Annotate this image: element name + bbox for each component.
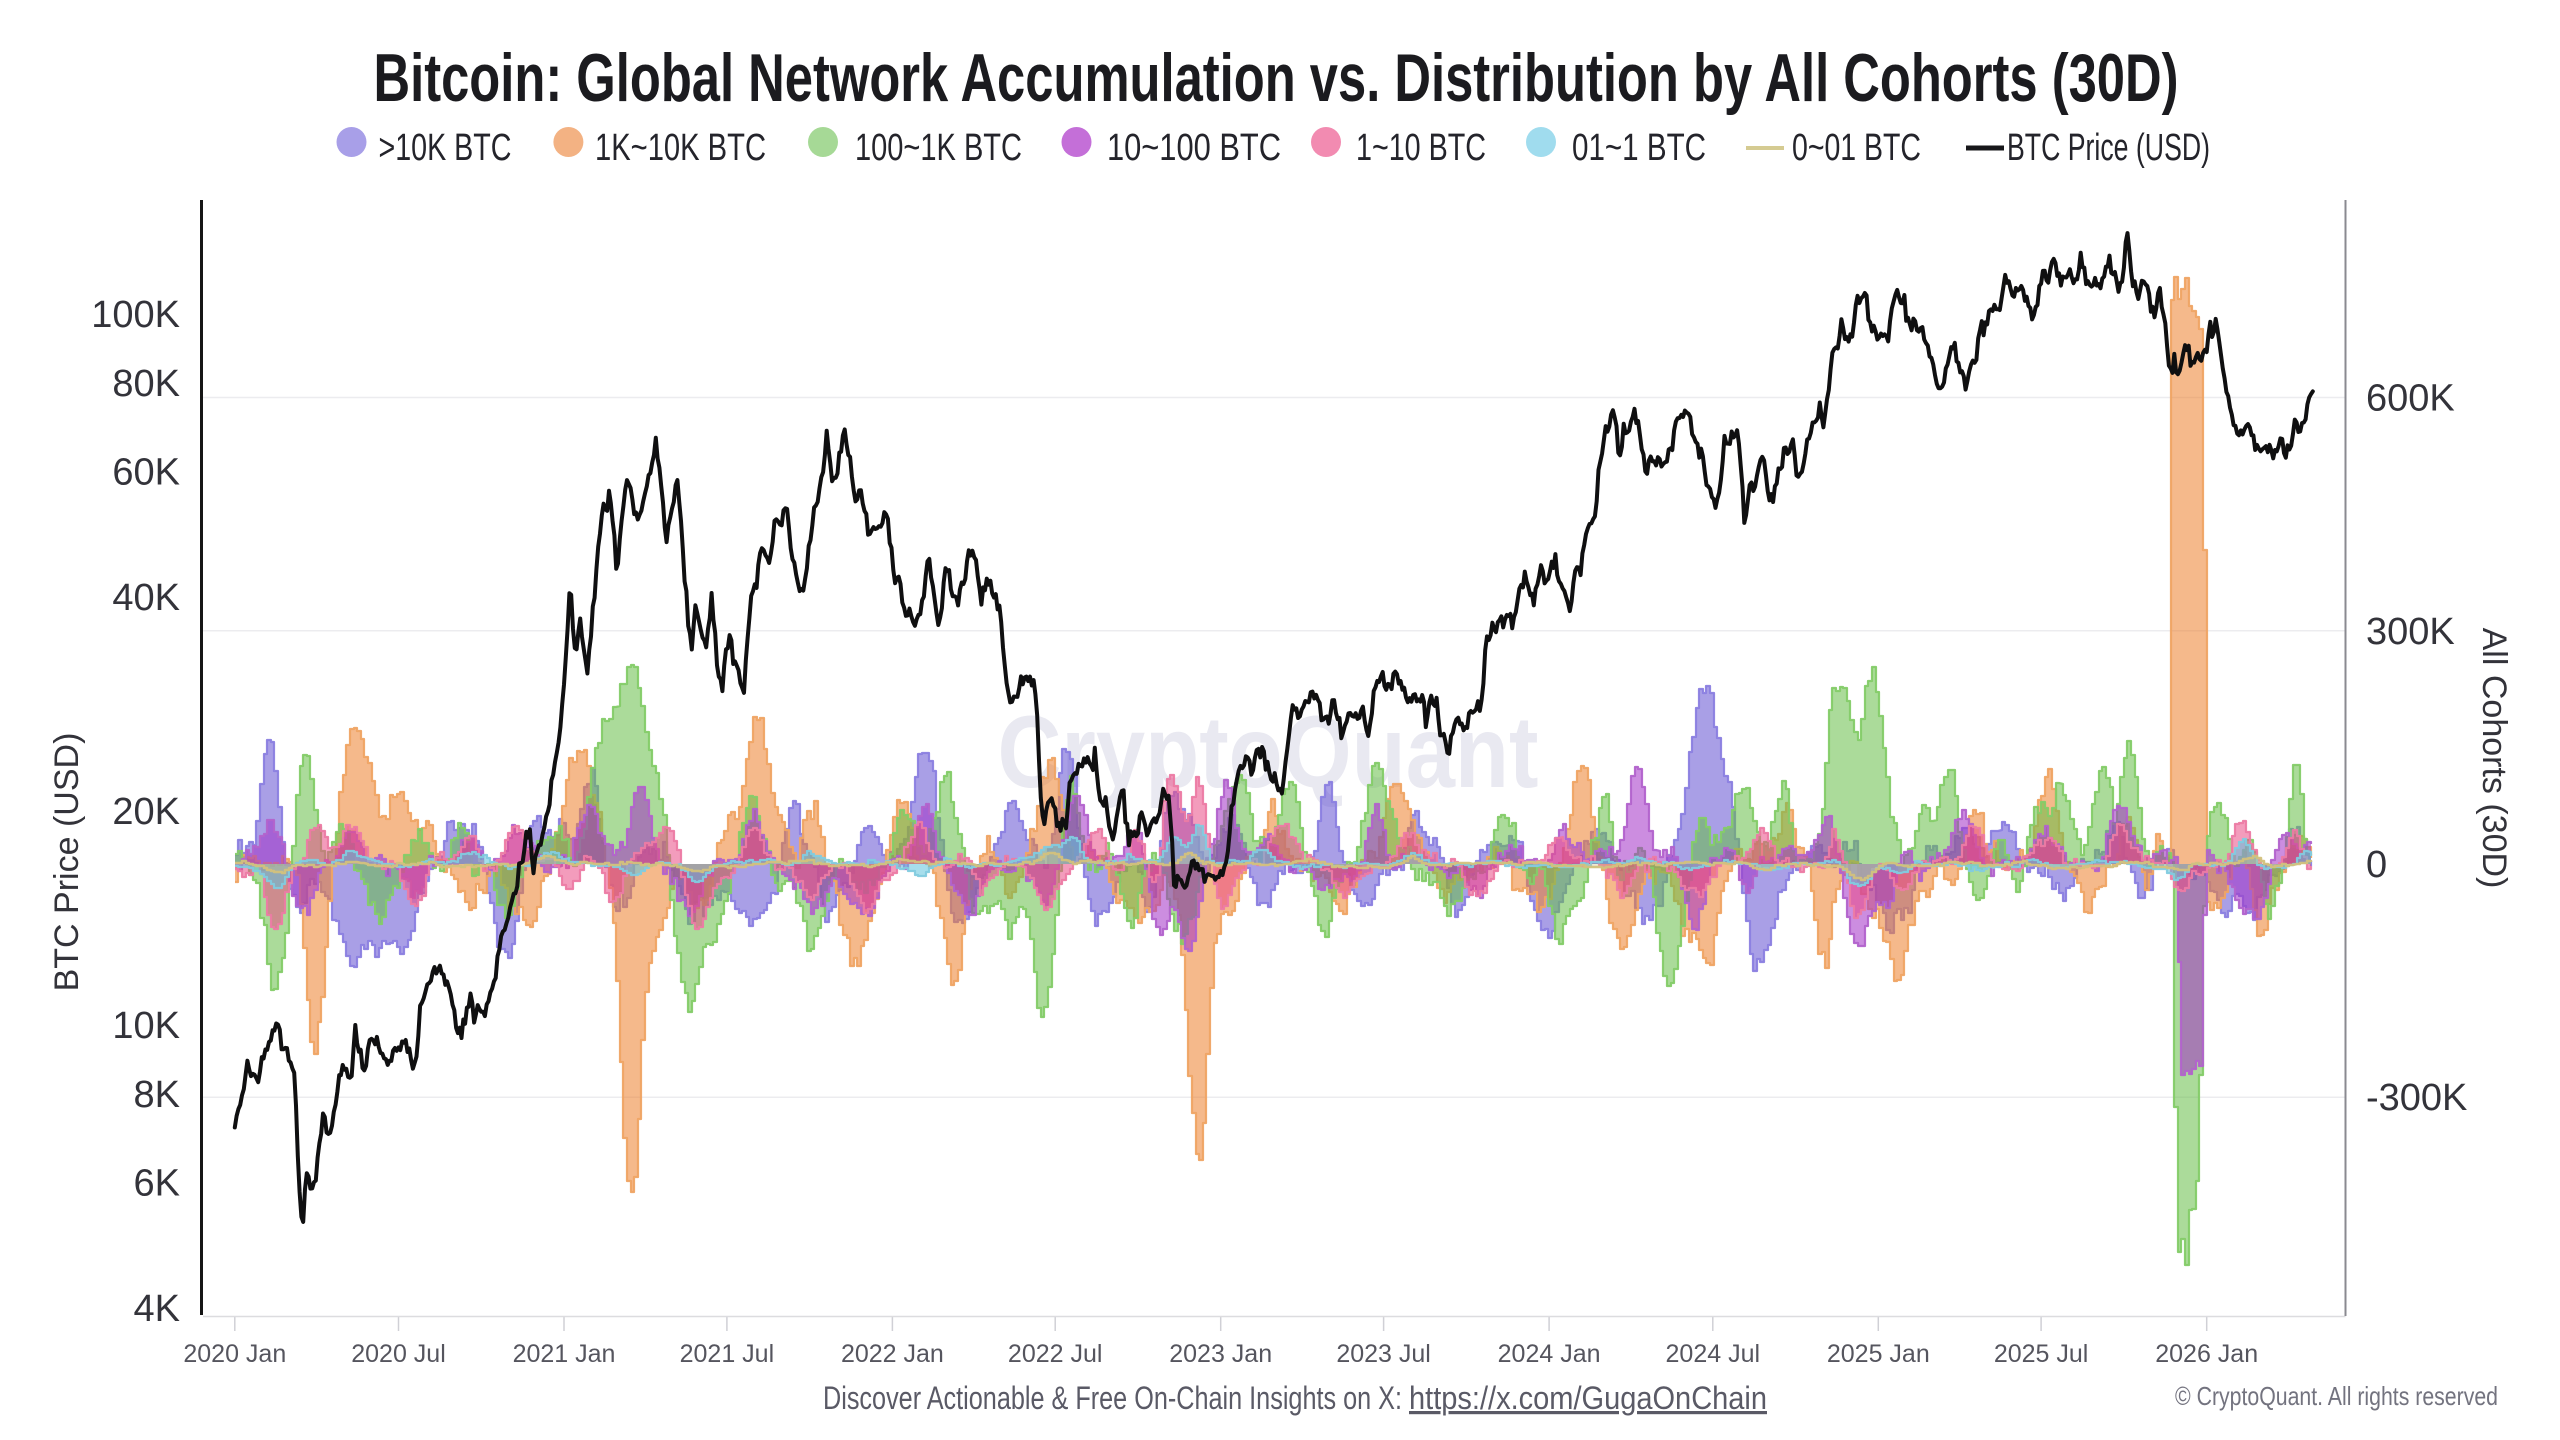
svg-text:80K: 80K bbox=[112, 363, 180, 405]
svg-text:Discover Actionable & Free On-: Discover Actionable & Free On-Chain Insi… bbox=[823, 1380, 1409, 1416]
svg-text:600K: 600K bbox=[2366, 378, 2455, 420]
svg-text:2024 Jul: 2024 Jul bbox=[1666, 1340, 1761, 1368]
svg-text:4K: 4K bbox=[134, 1288, 180, 1330]
svg-text:40K: 40K bbox=[112, 577, 180, 619]
svg-text:2023 Jul: 2023 Jul bbox=[1336, 1340, 1431, 1368]
svg-text:BTC Price (USD): BTC Price (USD) bbox=[2007, 127, 2210, 169]
svg-text:100K: 100K bbox=[91, 294, 180, 336]
svg-text:2022 Jul: 2022 Jul bbox=[1008, 1340, 1103, 1368]
svg-text:300K: 300K bbox=[2366, 611, 2455, 653]
svg-text:01~1 BTC: 01~1 BTC bbox=[1572, 127, 1706, 169]
svg-text:2023 Jan: 2023 Jan bbox=[1169, 1340, 1272, 1368]
svg-text:0: 0 bbox=[2366, 844, 2387, 886]
svg-text:>10K BTC: >10K BTC bbox=[379, 127, 512, 169]
svg-text:2024 Jan: 2024 Jan bbox=[1498, 1340, 1601, 1368]
svg-text:1K~10K BTC: 1K~10K BTC bbox=[595, 127, 766, 169]
svg-text:0~01 BTC: 0~01 BTC bbox=[1792, 127, 1921, 169]
svg-text:10~100 BTC: 10~100 BTC bbox=[1107, 127, 1281, 169]
svg-text:2022 Jan: 2022 Jan bbox=[841, 1340, 944, 1368]
svg-text:Bitcoin: Global Network Accumu: Bitcoin: Global Network Accumulation vs.… bbox=[374, 40, 2179, 116]
svg-text:2021 Jan: 2021 Jan bbox=[513, 1340, 616, 1368]
svg-text:-300K: -300K bbox=[2366, 1077, 2467, 1119]
svg-text:6K: 6K bbox=[134, 1163, 180, 1205]
svg-text:8K: 8K bbox=[134, 1074, 180, 1116]
svg-text:20K: 20K bbox=[112, 791, 180, 833]
svg-text:2020 Jul: 2020 Jul bbox=[351, 1340, 446, 1368]
svg-text:1~10 BTC: 1~10 BTC bbox=[1356, 127, 1486, 169]
svg-text:2021 Jul: 2021 Jul bbox=[680, 1340, 775, 1368]
svg-text:© CryptoQuant. All rights rese: © CryptoQuant. All rights reserved bbox=[2175, 1381, 2498, 1411]
svg-text:60K: 60K bbox=[112, 452, 180, 494]
svg-text:100~1K BTC: 100~1K BTC bbox=[855, 127, 1022, 169]
svg-text:CryptoQuant: CryptoQuant bbox=[998, 695, 1539, 809]
svg-text:10K: 10K bbox=[112, 1005, 180, 1047]
svg-text:2025 Jul: 2025 Jul bbox=[1994, 1340, 2089, 1368]
svg-text:2020 Jan: 2020 Jan bbox=[183, 1340, 286, 1368]
svg-text:All Cohorts (30D): All Cohorts (30D) bbox=[2475, 628, 2513, 889]
svg-text:2025 Jan: 2025 Jan bbox=[1827, 1340, 1930, 1368]
svg-text:2026 Jan: 2026 Jan bbox=[2155, 1340, 2258, 1368]
svg-text:https://x.com/GugaOnChain: https://x.com/GugaOnChain bbox=[1409, 1380, 1767, 1416]
svg-text:BTC Price (USD): BTC Price (USD) bbox=[48, 733, 86, 992]
